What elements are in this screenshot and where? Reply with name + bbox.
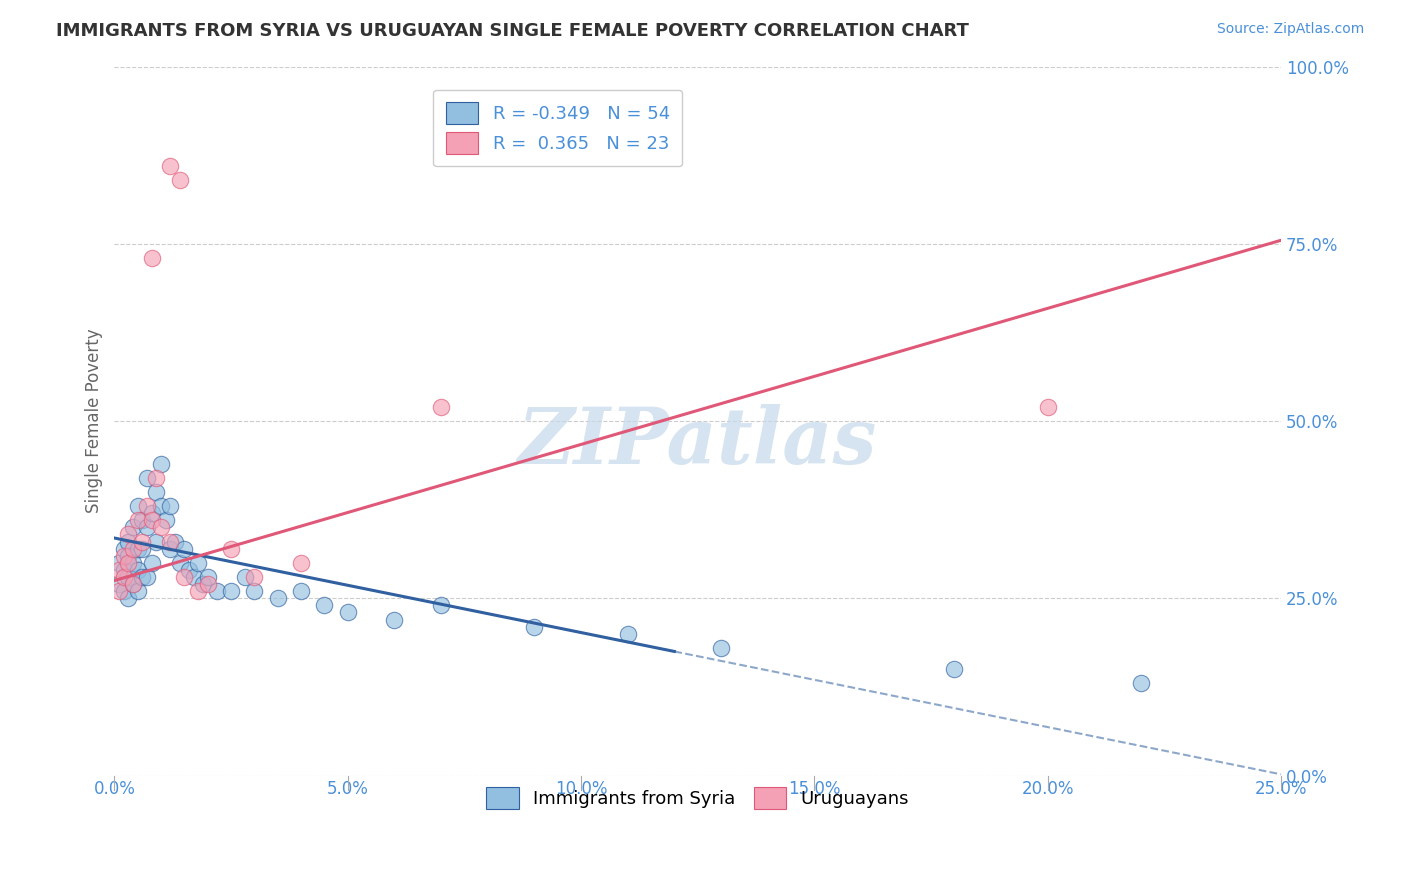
Point: [141, 506, 163, 520]
Text: ZIPatlas: ZIPatlas: [517, 404, 877, 481]
Point: [187, 584, 209, 599]
Point: [382, 613, 405, 627]
Point: [219, 541, 242, 556]
Point: [197, 577, 219, 591]
Point: [183, 570, 205, 584]
Point: [336, 606, 359, 620]
Point: [117, 556, 139, 570]
Point: [290, 584, 312, 599]
Point: [131, 541, 153, 556]
Point: [112, 570, 135, 584]
Point: [169, 556, 191, 570]
Point: [159, 534, 181, 549]
Point: [159, 499, 181, 513]
Point: [314, 599, 336, 613]
Point: [243, 570, 266, 584]
Point: [145, 534, 167, 549]
Point: [117, 549, 139, 563]
Point: [141, 251, 163, 265]
Point: [131, 534, 153, 549]
Point: [108, 563, 131, 577]
Point: [290, 556, 312, 570]
Point: [112, 541, 135, 556]
Point: [1130, 676, 1153, 690]
Point: [150, 499, 173, 513]
Point: [173, 541, 195, 556]
Point: [127, 513, 149, 527]
Point: [187, 556, 209, 570]
Point: [219, 584, 242, 599]
Point: [117, 534, 139, 549]
Point: [108, 577, 131, 591]
Point: [131, 513, 153, 527]
Point: [430, 400, 453, 414]
Y-axis label: Single Female Poverty: Single Female Poverty: [86, 329, 103, 514]
Point: [267, 591, 290, 606]
Point: [141, 513, 163, 527]
Point: [191, 577, 214, 591]
Point: [122, 541, 145, 556]
Point: [150, 520, 173, 534]
Point: [122, 577, 145, 591]
Point: [430, 599, 453, 613]
Point: [1036, 400, 1059, 414]
Point: [523, 620, 546, 634]
Point: [127, 499, 149, 513]
Point: [616, 626, 638, 640]
Point: [145, 485, 167, 500]
Point: [108, 584, 131, 599]
Point: [117, 591, 139, 606]
Point: [112, 563, 135, 577]
Point: [136, 520, 159, 534]
Text: Source: ZipAtlas.com: Source: ZipAtlas.com: [1216, 22, 1364, 37]
Point: [122, 520, 145, 534]
Point: [127, 541, 149, 556]
Point: [197, 570, 219, 584]
Point: [127, 563, 149, 577]
Point: [177, 563, 200, 577]
Point: [127, 584, 149, 599]
Point: [233, 570, 256, 584]
Point: [131, 570, 153, 584]
Point: [710, 640, 733, 655]
Point: [117, 570, 139, 584]
Point: [169, 173, 191, 187]
Point: [145, 471, 167, 485]
Point: [122, 577, 145, 591]
Point: [243, 584, 266, 599]
Point: [136, 570, 159, 584]
Point: [112, 549, 135, 563]
Point: [122, 556, 145, 570]
Point: [173, 570, 195, 584]
Point: [150, 457, 173, 471]
Point: [159, 541, 181, 556]
Legend: Immigrants from Syria, Uruguayans: Immigrants from Syria, Uruguayans: [479, 780, 917, 816]
Point: [136, 471, 159, 485]
Point: [155, 513, 177, 527]
Point: [117, 527, 139, 541]
Point: [112, 584, 135, 599]
Point: [165, 534, 187, 549]
Point: [159, 159, 181, 173]
Text: IMMIGRANTS FROM SYRIA VS URUGUAYAN SINGLE FEMALE POVERTY CORRELATION CHART: IMMIGRANTS FROM SYRIA VS URUGUAYAN SINGL…: [56, 22, 969, 40]
Point: [141, 556, 163, 570]
Point: [108, 556, 131, 570]
Point: [205, 584, 228, 599]
Point: [943, 662, 966, 676]
Point: [136, 499, 159, 513]
